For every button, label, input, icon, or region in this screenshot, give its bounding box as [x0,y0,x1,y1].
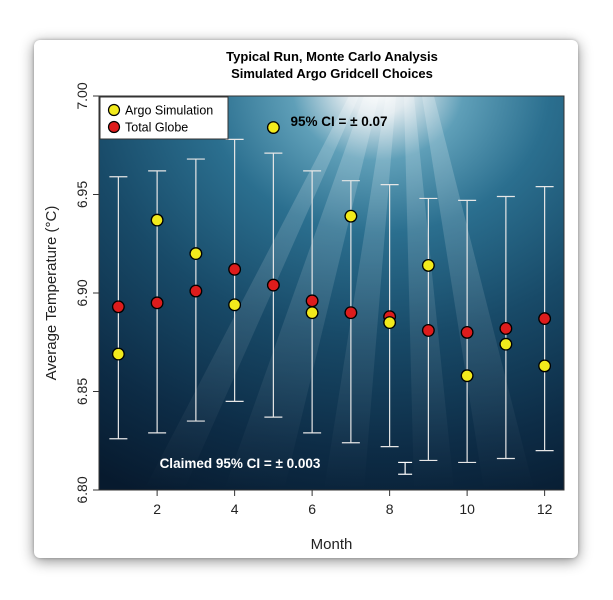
annotation-ci: 95% CI = ± 0.07 [290,114,387,129]
y-axis: 6.80 6.85 6.90 6.95 7.00 [74,82,99,504]
x-tick-label: 4 [231,501,239,517]
chart-card: Typical Run, Monte Carlo Analysis Simula… [34,40,578,558]
point-total-globe [499,322,513,335]
legend-label-argo-simulation: Argo Simulation [125,104,213,118]
point-total-globe [266,278,280,292]
legend-marker-total-globe [107,120,121,134]
plot-background [99,96,564,490]
x-axis: 2 4 6 8 10 12 [153,490,553,517]
data-points [111,121,552,383]
claimed-ci-bar [398,461,413,475]
light-rays [144,96,534,490]
y-tick-label: 7.00 [74,82,90,109]
point-argo-simulation [383,316,397,330]
x-tick-label: 10 [459,501,475,517]
point-argo-simulation [499,337,513,351]
point-total-globe [538,312,552,326]
legend: Argo Simulation Total Globe [99,96,229,140]
point-argo-simulation [344,209,358,223]
point-argo-simulation [460,369,474,383]
annotation-claimed-ci: Claimed 95% CI = ± 0.003 [160,456,321,471]
point-total-globe [111,300,125,314]
point-total-globe [460,325,474,339]
point-total-globe [228,262,242,276]
y-axis-label: Average Temperature (°C) [43,206,60,381]
x-axis-label: Month [311,536,353,553]
point-total-globe [189,284,203,298]
point-argo-simulation [189,247,203,261]
y-tick-label: 6.80 [74,476,90,503]
x-tick-label: 2 [153,501,161,517]
legend-box [99,96,229,140]
point-argo-simulation [538,359,552,373]
chart: Typical Run, Monte Carlo Analysis Simula… [43,49,565,553]
point-argo-simulation [150,213,164,227]
legend-label-total-globe: Total Globe [125,121,188,135]
y-tick-label: 6.95 [74,181,90,208]
point-argo-simulation [111,347,125,361]
x-tick-label: 12 [537,501,553,517]
x-tick-label: 8 [386,501,394,517]
point-argo-simulation [228,298,242,312]
point-total-globe [421,323,435,337]
point-argo-simulation [266,121,280,134]
point-total-globe [150,296,164,310]
x-tick-label: 6 [308,501,316,517]
legend-marker-argo-simulation [107,103,121,117]
point-total-globe [344,306,358,320]
point-argo-simulation [305,306,319,320]
y-tick-label: 6.90 [74,279,90,306]
point-argo-simulation [421,258,435,272]
y-tick-label: 6.85 [74,378,90,405]
chart-title: Typical Run, Monte Carlo Analysis [226,49,438,64]
point-total-globe [305,294,319,308]
chart-subtitle: Simulated Argo Gridcell Choices [231,66,433,81]
